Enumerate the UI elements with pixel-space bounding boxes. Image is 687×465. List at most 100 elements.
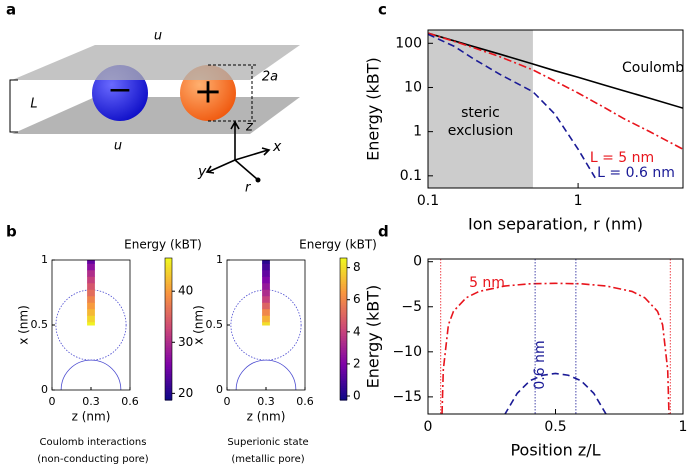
colorbar-segment — [340, 286, 347, 290]
y-tick-label: 0 — [216, 383, 223, 396]
heat-cell — [87, 282, 95, 290]
y-tick-label: −10 — [392, 344, 422, 360]
label: L — [30, 97, 37, 112]
colorbar-segment — [340, 362, 347, 366]
colorbar-segment — [165, 321, 172, 325]
colorbar-segment — [165, 314, 172, 318]
series-label: Coulomb — [622, 60, 684, 76]
y-tick-label: 0.5 — [206, 318, 224, 331]
colorbar-segment — [165, 362, 172, 366]
colorbar-tick-label: 40 — [178, 284, 193, 298]
x-tick-label: 1 — [679, 419, 687, 435]
colorbar-segment — [340, 258, 347, 261]
plot-area — [440, 259, 671, 414]
colorbar-segment — [340, 265, 347, 269]
colorbar-segment — [340, 293, 347, 297]
colorbar-segment — [165, 326, 172, 330]
colorbar-segment — [165, 350, 172, 354]
colorbar-segment — [340, 333, 347, 337]
colorbar-tick-label: 2 — [353, 356, 361, 370]
heat-cell — [87, 321, 95, 326]
frame — [427, 258, 684, 415]
colorbar-segment — [340, 350, 347, 354]
colorbar-segment — [165, 262, 172, 266]
series-line — [504, 372, 607, 414]
series-line — [428, 32, 683, 109]
caption: Superionic state — [227, 437, 308, 448]
colorbar-segment — [165, 376, 172, 380]
x-tick-label: 0 — [424, 419, 433, 435]
colorbar-segment — [165, 345, 172, 349]
heat-cell — [262, 282, 270, 290]
colorbar-segment — [165, 329, 172, 332]
colorbar-segment — [165, 324, 172, 328]
heat-cell — [262, 269, 270, 277]
cation-sign: + — [194, 72, 223, 112]
colorbar-segment — [165, 364, 172, 368]
y-tick-label: 0.1 — [400, 168, 422, 184]
colorbar-segment — [340, 366, 347, 370]
colorbar-segment — [165, 347, 172, 351]
colorbar-segment — [340, 371, 347, 375]
colorbar-label: Energy (kBT) — [124, 238, 202, 252]
x-tick-label: 0.3 — [82, 395, 100, 408]
colorbar-segment — [165, 383, 172, 387]
plot-area — [428, 30, 683, 188]
colorbar-segment — [165, 295, 172, 299]
heat-cell — [87, 315, 95, 323]
colorbar-segment — [340, 388, 347, 392]
colorbar-segment — [165, 359, 172, 363]
x-axis-label: Ion separation, r (nm) — [468, 215, 643, 234]
colorbar-segment — [165, 307, 172, 311]
series-label: L = 5 nm — [590, 150, 654, 166]
colorbar-segment — [165, 371, 172, 375]
colorbar-segment — [165, 378, 172, 382]
colorbar-segment — [165, 331, 172, 335]
colorbar-label: Energy (kBT) — [299, 238, 377, 252]
colorbar-segment — [165, 288, 172, 292]
y-tick-label: −5 — [401, 299, 422, 315]
colorbar-segment — [340, 302, 347, 306]
colorbar-segment — [340, 359, 347, 363]
label: y — [197, 164, 207, 180]
label: z — [245, 120, 254, 135]
colorbar-segment — [340, 291, 347, 295]
bracket — [208, 64, 258, 122]
label: u — [114, 139, 122, 154]
colorbar-tick-label: 8 — [353, 260, 361, 274]
heat-cell — [262, 308, 270, 316]
colorbar-segment — [165, 319, 172, 323]
y-tick-label: 1 — [216, 253, 223, 266]
colorbar-segment — [165, 291, 172, 295]
x-axis-label: Position z/L — [510, 441, 600, 460]
colorbar-segment — [340, 336, 347, 340]
colorbar-segment — [340, 343, 347, 347]
colorbar-segment — [340, 392, 347, 396]
colorbar-segment — [165, 274, 172, 278]
heat-cell — [262, 263, 270, 271]
y-tick-label: 1 — [413, 124, 422, 140]
colorbar-segment — [165, 369, 172, 373]
colorbar-tick-label: 4 — [353, 324, 361, 338]
x-tick-label: 0.6 — [121, 395, 139, 408]
series-line — [428, 33, 596, 179]
colorbar-segment — [340, 310, 347, 314]
colorbar-segment — [340, 357, 347, 361]
series-line — [428, 32, 683, 150]
y-tick-label: 10 — [404, 79, 422, 95]
colorbar-segment — [340, 347, 347, 351]
bottom-plate — [12, 97, 300, 134]
colorbar-segment — [165, 305, 172, 309]
colorbar-segment — [165, 338, 172, 342]
y-axis-label: Energy (kBT) — [364, 285, 383, 389]
colorbar-segment — [340, 338, 347, 342]
colorbar-segment — [165, 258, 172, 261]
colorbar-segment — [340, 319, 347, 323]
colorbar-segment — [340, 331, 347, 335]
series-label: 0.6 nm — [532, 340, 548, 389]
colorbar-segment — [340, 324, 347, 328]
y-tick-label: 1 — [41, 253, 48, 266]
colorbar-segment — [340, 305, 347, 309]
series-line — [441, 282, 670, 414]
x-axis-label: z (nm) — [247, 410, 286, 424]
